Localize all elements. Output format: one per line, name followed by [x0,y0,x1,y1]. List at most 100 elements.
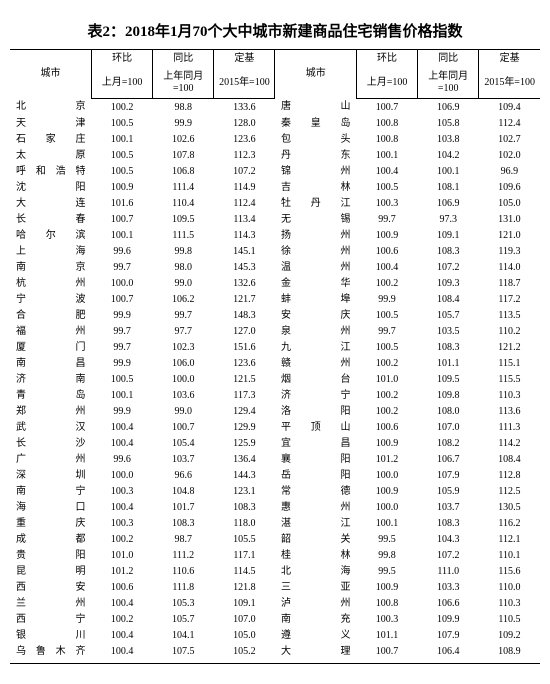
city-cell: 韶关 [275,531,357,547]
city-cell: 九江 [275,339,357,355]
city-cell: 合肥 [10,307,92,323]
table-row: 杭州100.099.0132.6金华100.2109.3118.7 [10,275,540,291]
value-cell: 133.6 [214,99,275,116]
city-cell: 济宁 [275,387,357,403]
value-cell: 105.7 [418,307,479,323]
value-cell: 121.8 [214,579,275,595]
value-cell: 108.1 [418,179,479,195]
value-cell: 108.3 [418,243,479,259]
value-cell: 114.3 [214,227,275,243]
city-cell: 乌鲁木齐 [10,643,92,663]
header-base: 定基 [214,50,275,69]
value-cell: 117.1 [214,547,275,563]
city-cell: 西安 [10,579,92,595]
value-cell: 99.9 [92,355,153,371]
value-cell: 100.4 [92,627,153,643]
value-cell: 109.6 [479,179,540,195]
value-cell: 100.5 [356,307,417,323]
value-cell: 99.9 [356,291,417,307]
city-cell: 南京 [10,259,92,275]
value-cell: 100.4 [356,259,417,275]
table-row: 郑州99.999.0129.4洛阳100.2108.0113.6 [10,403,540,419]
table-row: 厦门99.7102.3151.6九江100.5108.3121.2 [10,339,540,355]
value-cell: 121.7 [214,291,275,307]
value-cell: 119.3 [479,243,540,259]
table-row: 宁波100.7106.2121.7蚌埠99.9108.4117.2 [10,291,540,307]
value-cell: 106.8 [153,163,214,179]
city-cell: 哈尔滨 [10,227,92,243]
value-cell: 106.9 [418,99,479,116]
value-cell: 105.0 [479,195,540,211]
value-cell: 98.8 [153,99,214,116]
city-cell: 大理 [275,643,357,663]
value-cell: 107.0 [418,419,479,435]
value-cell: 100.3 [92,483,153,499]
value-cell: 100.1 [356,515,417,531]
city-cell: 秦皇岛 [275,115,357,131]
value-cell: 99.0 [153,275,214,291]
value-cell: 106.6 [418,595,479,611]
city-cell: 丹东 [275,147,357,163]
value-cell: 104.1 [153,627,214,643]
city-cell: 郑州 [10,403,92,419]
table-row: 太原100.5107.8112.3丹东100.1104.2102.0 [10,147,540,163]
city-cell: 蚌埠 [275,291,357,307]
value-cell: 100.4 [92,499,153,515]
value-cell: 109.4 [479,99,540,116]
table-row: 大连101.6110.4112.4牡丹江100.3106.9105.0 [10,195,540,211]
value-cell: 101.1 [418,355,479,371]
city-cell: 泸州 [275,595,357,611]
value-cell: 100.9 [356,227,417,243]
value-cell: 108.2 [418,435,479,451]
value-cell: 100.6 [356,419,417,435]
table-row: 海口100.4101.7108.3惠州100.0103.7130.5 [10,499,540,515]
value-cell: 103.8 [418,131,479,147]
value-cell: 100.2 [356,387,417,403]
city-cell: 银川 [10,627,92,643]
value-cell: 112.1 [479,531,540,547]
value-cell: 114.0 [479,259,540,275]
value-cell: 106.4 [418,643,479,663]
value-cell: 148.3 [214,307,275,323]
city-cell: 南宁 [10,483,92,499]
value-cell: 110.2 [479,323,540,339]
value-cell: 110.0 [479,579,540,595]
city-cell: 重庆 [10,515,92,531]
price-index-table: 城市 环比 同比 定基 城市 环比 同比 定基 上月=100 上年同月=100 … [10,49,540,664]
value-cell: 129.9 [214,419,275,435]
value-cell: 113.4 [214,211,275,227]
value-cell: 108.3 [418,339,479,355]
city-cell: 青岛 [10,387,92,403]
value-cell: 99.5 [356,531,417,547]
value-cell: 123.6 [214,355,275,371]
table-row: 济南100.5100.0121.5烟台101.0109.5115.5 [10,371,540,387]
city-cell: 遵义 [275,627,357,643]
value-cell: 109.1 [418,227,479,243]
city-cell: 呼和浩特 [10,163,92,179]
city-cell: 湛江 [275,515,357,531]
header-yoy-sub-2: 上年同月=100 [418,68,479,99]
value-cell: 107.9 [418,467,479,483]
value-cell: 100.4 [92,643,153,663]
city-cell: 唐山 [275,99,357,116]
value-cell: 104.3 [418,531,479,547]
value-cell: 99.7 [92,323,153,339]
value-cell: 100.4 [92,435,153,451]
table-row: 长沙100.4105.4125.9宜昌100.9108.2114.2 [10,435,540,451]
table-row: 成都100.298.7105.5韶关99.5104.3112.1 [10,531,540,547]
city-cell: 昆明 [10,563,92,579]
table-row: 南昌99.9106.0123.6赣州100.2101.1115.1 [10,355,540,371]
city-cell: 南充 [275,611,357,627]
city-cell: 惠州 [275,499,357,515]
city-cell: 常德 [275,483,357,499]
value-cell: 100.5 [356,179,417,195]
value-cell: 101.2 [356,451,417,467]
value-cell: 125.9 [214,435,275,451]
table-row: 广州99.6103.7136.4襄阳101.2106.7108.4 [10,451,540,467]
city-cell: 徐州 [275,243,357,259]
city-cell: 烟台 [275,371,357,387]
table-row: 贵阳101.0111.2117.1桂林99.8107.2110.1 [10,547,540,563]
value-cell: 100.2 [92,531,153,547]
city-cell: 大连 [10,195,92,211]
value-cell: 100.9 [356,435,417,451]
